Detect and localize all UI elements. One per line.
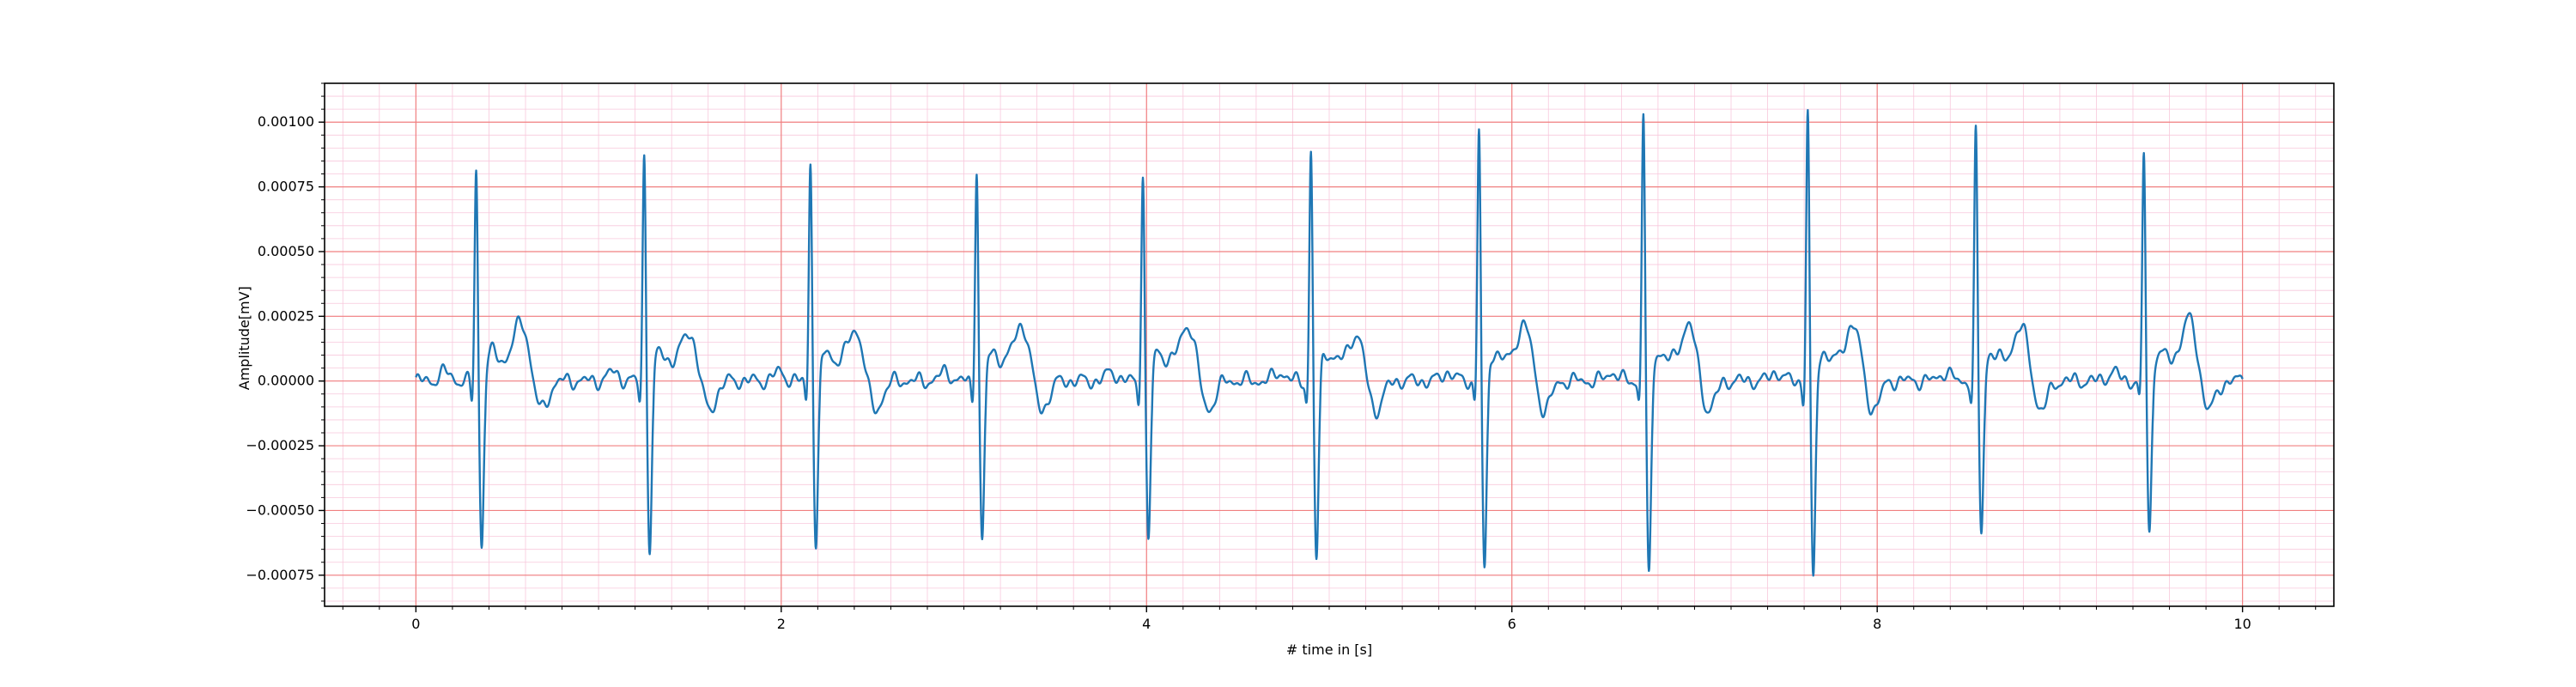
x-tick-label: 4 [1142, 616, 1151, 632]
y-tick-label: −0.00025 [246, 437, 314, 453]
major-grid [325, 83, 2334, 606]
y-axis-ticks: −0.00075 −0.00050 −0.00025 0.00000 0.00025 0.… [246, 82, 325, 602]
y-tick-label: 0.00025 [258, 307, 314, 324]
y-axis-label: Amplitude[mV] [236, 286, 252, 390]
x-tick-label: 0 [411, 616, 420, 632]
y-tick-label: −0.00050 [246, 502, 314, 518]
y-tick-label: 0.00100 [258, 113, 314, 130]
x-axis-label: # time in [s] [1286, 641, 1372, 658]
y-tick-label: 0.00075 [258, 179, 314, 195]
x-axis-ticks: 0 2 4 6 8 10 [342, 606, 2317, 632]
ecg-signal-line [415, 108, 2244, 577]
y-tick-label: 0.00000 [258, 373, 314, 389]
x-tick-label: 2 [777, 616, 786, 632]
x-tick-label: 8 [1873, 616, 1881, 632]
y-tick-label: 0.00050 [258, 243, 314, 259]
x-tick-label: 10 [2233, 616, 2251, 632]
y-tick-label: −0.00075 [246, 567, 314, 583]
x-tick-label: 6 [1508, 616, 1516, 632]
